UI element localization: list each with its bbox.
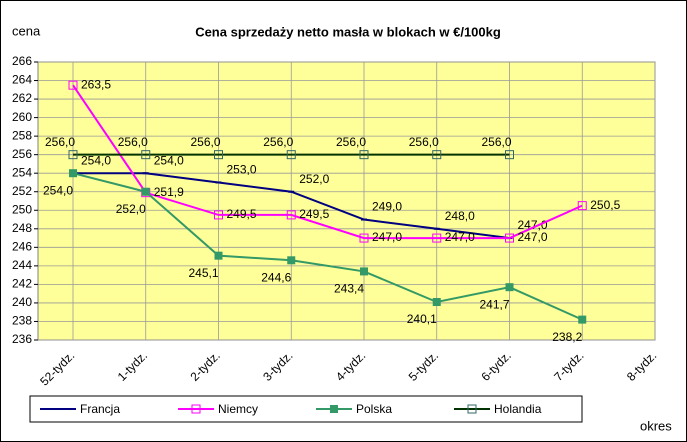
data-label: 252,0 [299,172,329,186]
marker [467,404,477,414]
data-label: 247,0 [518,218,548,232]
marker [505,283,514,292]
series-line [72,84,583,240]
marker [288,190,295,193]
data-label: 250,5 [590,198,620,212]
marker [432,298,441,307]
data-label: 238,2 [552,330,582,344]
marker [69,169,77,178]
y-tick-label: 258 [12,128,32,142]
data-label: 256,0 [336,135,366,149]
marker [360,267,368,276]
series-line [72,172,583,321]
y-tick-label: 254 [12,165,32,179]
y-tick-label: 262 [12,91,32,105]
data-label: 263,5 [81,77,111,91]
legend: Francja Niemcy Polska Holandia [29,395,583,423]
y-tick-label: 246 [12,240,32,254]
y-tick-label: 240 [12,295,32,309]
marker [505,233,514,243]
y-tick-label: 242 [12,277,32,291]
data-label: 254,0 [43,183,73,197]
data-label: 256,0 [263,135,293,149]
marker [432,233,442,243]
chart-title: Cena sprzedaży netto masła w blokach w €… [195,24,501,39]
y-axis-label: cena [12,23,41,38]
marker [505,150,514,160]
data-label: 244,6 [261,270,291,284]
marker [214,210,223,220]
marker [142,172,149,175]
legend-label: Polska [356,402,392,416]
y-tick-label: 264 [12,73,32,87]
marker [359,150,369,160]
y-tick-label: 256 [12,147,32,161]
marker [578,315,587,324]
legend-label: Francja [80,402,120,416]
data-label: 249,5 [227,207,257,221]
marker [215,181,222,184]
data-label: 249,5 [299,207,329,221]
marker [55,408,61,410]
data-label: 252,0 [116,202,146,216]
data-label: 249,0 [372,200,402,214]
y-tick-label: 252 [12,184,32,198]
marker [433,227,440,230]
data-label: 253,0 [227,163,257,177]
marker [191,404,201,414]
data-label: 256,0 [45,135,75,149]
marker [68,150,78,160]
marker [286,210,296,220]
marker [330,405,338,413]
marker [214,150,223,160]
x-axis-label: okres [640,418,672,433]
data-label: 240,1 [407,312,437,326]
data-label: 247,0 [445,230,475,244]
marker [214,251,223,260]
marker [286,150,296,160]
marker [432,150,442,160]
data-label: 248,0 [445,209,475,223]
y-tick-label: 266 [12,54,32,68]
data-label: 247,0 [372,230,402,244]
marker [359,233,369,243]
data-label: 256,0 [409,135,439,149]
marker [141,187,150,196]
data-label: 256,0 [191,135,221,149]
data-label: 243,4 [334,282,364,296]
y-tick-label: 244 [12,258,32,272]
y-tick-label: 250 [12,202,32,216]
data-label: 254,0 [81,153,111,167]
marker [68,80,78,90]
y-tick-label: 248 [12,221,32,235]
marker [141,150,151,160]
data-label: 256,0 [118,135,148,149]
legend-label: Holandia [494,402,542,416]
marker [287,256,296,265]
legend-label: Niemcy [218,402,258,416]
marker [361,218,367,221]
plot-area [37,61,656,341]
data-label: 245,1 [189,266,219,280]
data-label: 254,0 [154,153,184,167]
data-label: 241,7 [480,297,510,311]
y-tick-label: 238 [12,314,32,328]
marker [577,201,587,211]
y-tick-label: 260 [12,110,32,124]
data-label: 247,0 [518,230,548,244]
y-tick-label: 236 [12,332,32,346]
data-label: 256,0 [482,135,512,149]
data-label: 251,9 [154,185,184,199]
